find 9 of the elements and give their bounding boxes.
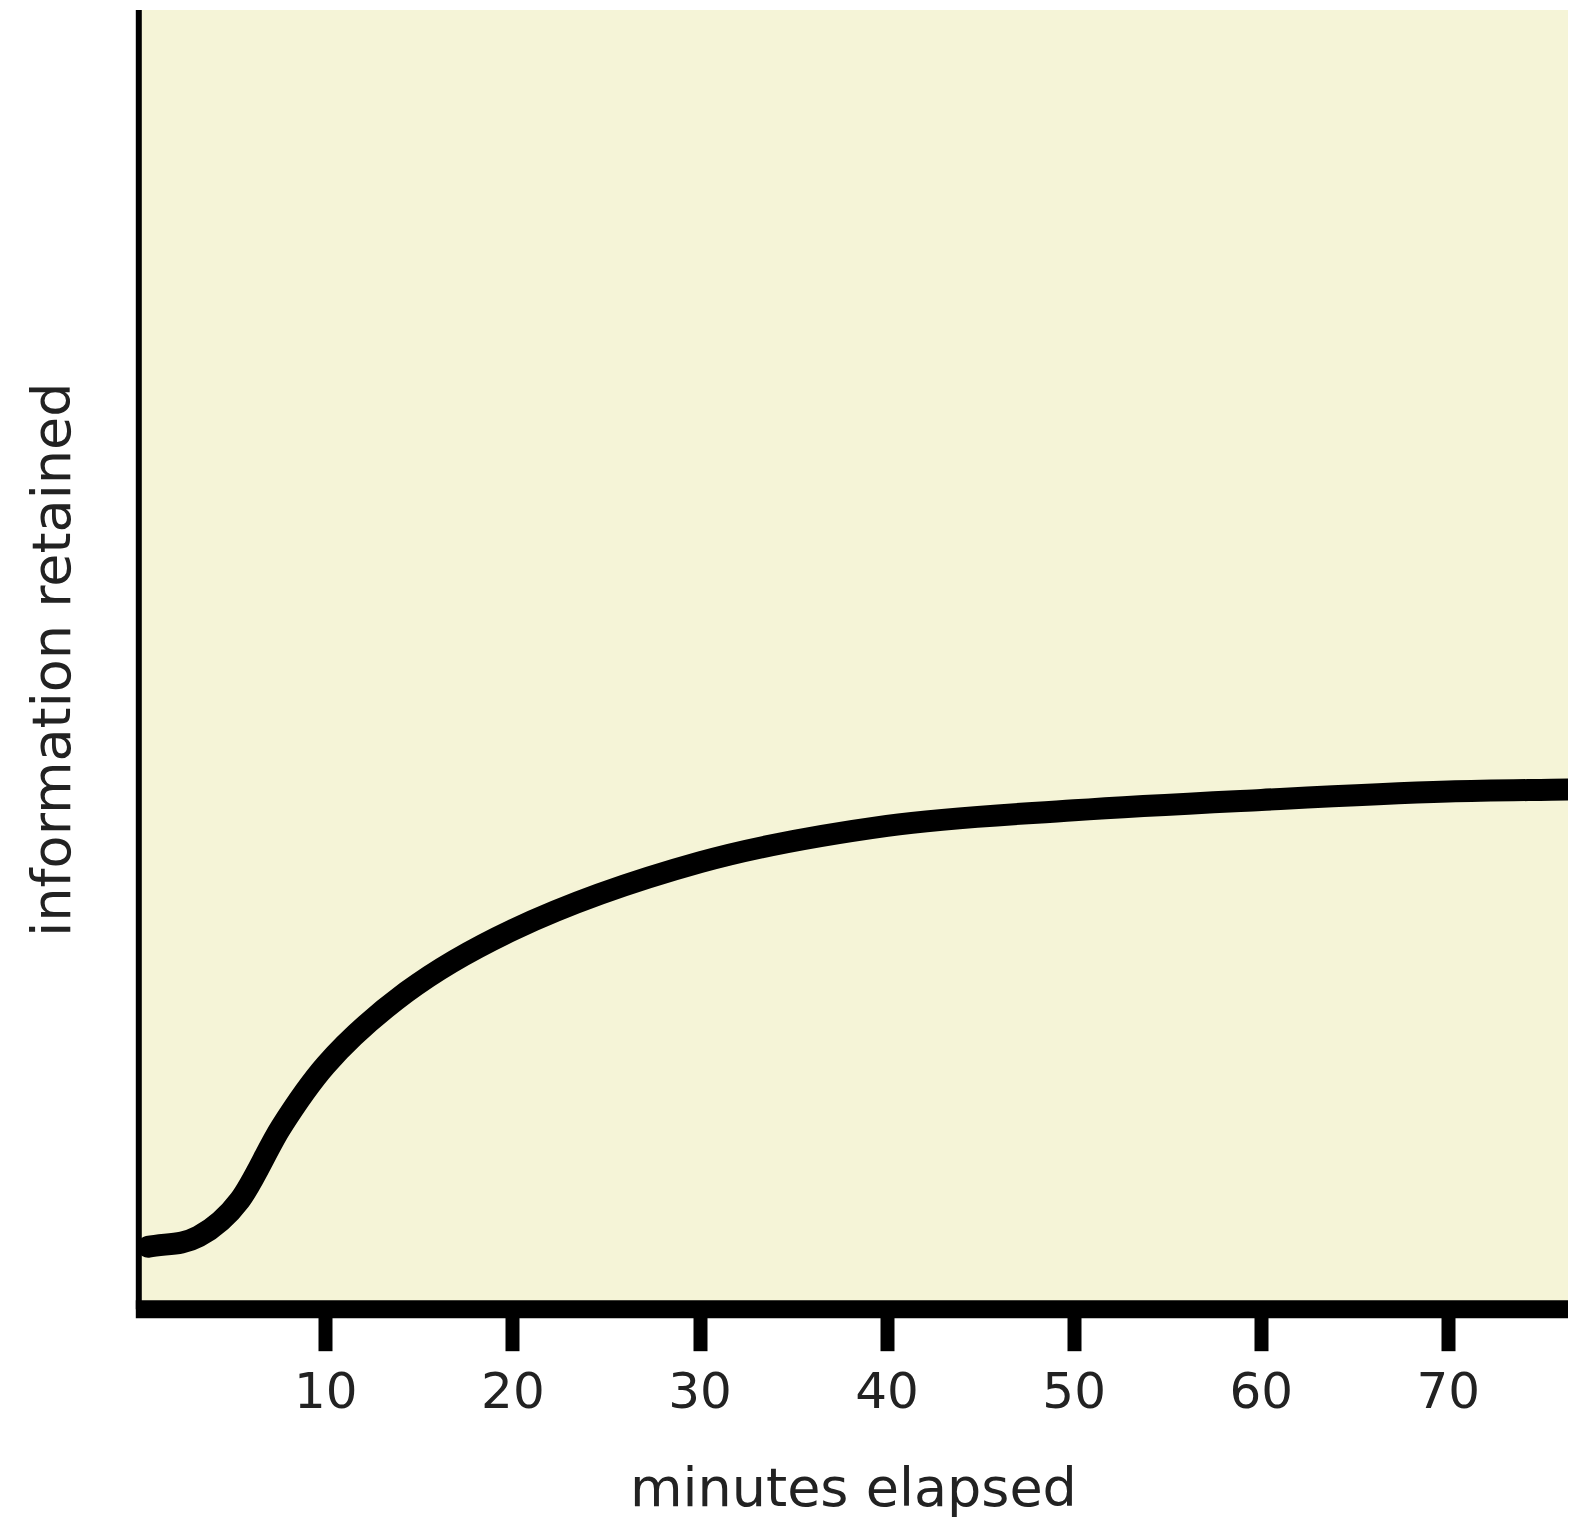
x-tick-label: 30 xyxy=(668,1362,732,1421)
x-tick-label: 60 xyxy=(1229,1362,1294,1421)
x-tick-label: 40 xyxy=(855,1362,919,1421)
x-tick-label: 10 xyxy=(294,1362,358,1421)
y-axis-title: information retained xyxy=(20,382,84,937)
x-tick-label: 20 xyxy=(481,1362,545,1421)
x-tick-label: 50 xyxy=(1042,1362,1106,1421)
x-axis-title: minutes elapsed xyxy=(629,1455,1077,1519)
x-tick-label: 70 xyxy=(1416,1362,1481,1421)
